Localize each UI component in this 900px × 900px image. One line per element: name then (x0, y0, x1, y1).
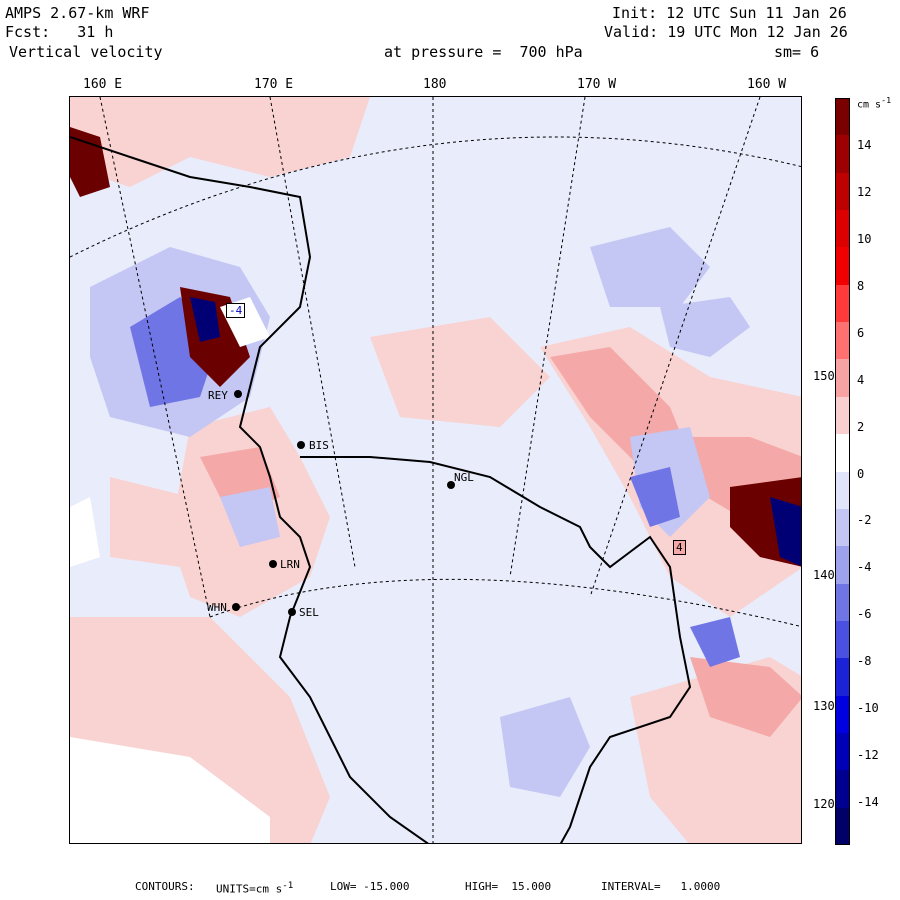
colorbar-swatch (836, 210, 850, 248)
station-whn: WHN (207, 601, 227, 614)
colorbar-swatch (836, 695, 850, 734)
colorbar-tick-label: 10 (857, 231, 872, 246)
colorbar-swatch (836, 620, 850, 659)
colorbar-swatch (836, 284, 850, 323)
footer-interval: INTERVAL= 1.0000 (601, 880, 721, 893)
station-dot-whn (232, 603, 240, 611)
intense-negative-zone (190, 297, 801, 567)
lon-label-160w: 160 W (747, 77, 787, 92)
colorbar-tick-label: 6 (857, 325, 865, 340)
colorbar-swatch (836, 770, 850, 809)
graticule (70, 97, 801, 843)
field-name: Vertical velocity (9, 43, 163, 61)
colorbar-swatch (836, 359, 850, 398)
init-time: Init: 12 UTC Sun 11 Jan 26 (612, 4, 847, 22)
footer-contours: CONTOURS: (135, 880, 195, 893)
colorbar-swatch (836, 807, 850, 846)
colorbar-tick-label: -14 (857, 795, 879, 809)
station-lrn: LRN (280, 558, 300, 571)
colorbar-swatch (836, 434, 850, 472)
colorbar-tick-label: 12 (857, 184, 872, 199)
station-dot-rey (234, 390, 242, 398)
model-title: AMPS 2.67-km WRF (5, 4, 150, 22)
station-ngl: NGL (454, 471, 474, 484)
extremum-max-label: 4 (673, 540, 686, 555)
footer-low: LOW= -15.000 (330, 880, 410, 893)
lon-label-180: 180 (423, 77, 447, 92)
colorbar-frame (835, 98, 850, 845)
station-dot-sel (288, 608, 296, 616)
colorbar-swatch (836, 247, 850, 286)
colorbar-swatch (836, 172, 850, 211)
colorbar-tick-label: -8 (857, 654, 872, 669)
pressure-level: at pressure = 700 hPa (384, 43, 583, 61)
station-bis: BIS (309, 439, 329, 452)
colorbar-swatch (836, 322, 850, 360)
colorbar-swatch (836, 471, 850, 510)
station-dot-lrn (269, 560, 277, 568)
station-dot-ngl (447, 481, 455, 489)
colorbar-tick-label: 2 (857, 419, 865, 434)
colorbar-swatch (836, 583, 850, 622)
colorbar-swatch (836, 135, 850, 174)
colorbar-tick-label: 4 (857, 372, 865, 387)
colorbar-tick-label: -12 (857, 748, 879, 763)
lon-label-170w: 170 W (577, 77, 617, 92)
colorbar-swatch (836, 508, 850, 547)
colorbar-swatch (836, 396, 850, 435)
colorbar-swatch (836, 658, 850, 697)
station-sel: SEL (299, 606, 319, 619)
footer-high: HIGH= 15.000 (465, 880, 552, 893)
valid-time: Valid: 19 UTC Mon 12 Jan 26 (604, 23, 848, 41)
forecast-hour: Fcst: 31 h (5, 23, 114, 41)
station-dot-bis (297, 441, 305, 449)
smoothing: sm= 6 (774, 43, 820, 61)
colorbar-tick-label: 0 (857, 466, 865, 481)
extremum-min-label: -4 (226, 303, 246, 318)
lon-label-170e: 170 E (254, 77, 294, 92)
lon-label-160e: 160 E (83, 77, 123, 92)
colorbar-swatch (836, 546, 850, 585)
colorbar-tick-label: 14 (857, 138, 872, 152)
colorbar-tick-label: 8 (857, 278, 865, 293)
station-rey: REY (208, 389, 228, 402)
colorbar-swatch (836, 732, 850, 771)
footer-units: UNITS=cm s-1 (216, 880, 294, 896)
colorbar-tick-label: -4 (857, 560, 872, 575)
colorbar-tick-label: -2 (857, 513, 872, 528)
coastline (70, 136, 692, 843)
colorbar-units: cm s-1 (857, 95, 892, 111)
map-svg (70, 97, 801, 843)
colorbar-tick-label: -10 (857, 701, 879, 716)
colorbar-swatch (836, 98, 850, 136)
colorbar-tick-label: -6 (857, 607, 872, 622)
map-panel[interactable]: BIS NGL REY LRN WHN SEL -4 4 (69, 96, 802, 844)
